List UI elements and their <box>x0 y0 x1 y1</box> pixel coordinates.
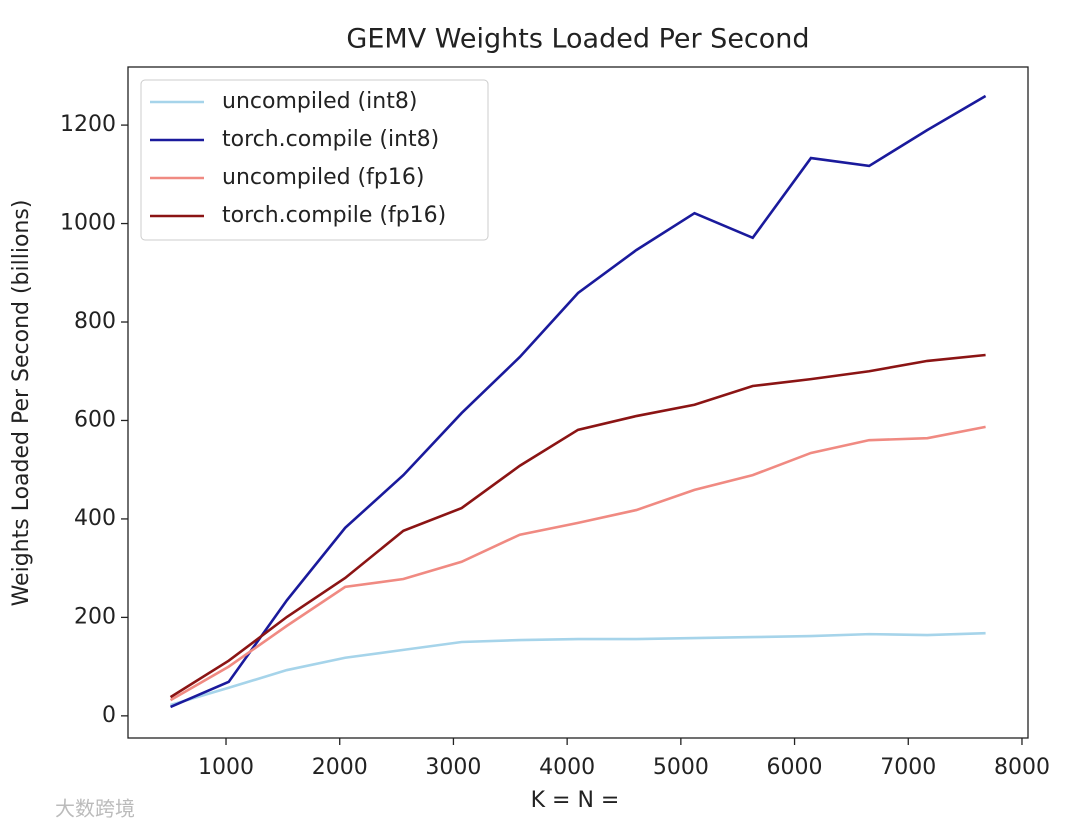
x-tick-label: 8000 <box>994 755 1050 780</box>
y-tick-label: 800 <box>74 309 116 334</box>
x-axis-label: K = N = <box>531 788 620 813</box>
y-tick-label: 200 <box>74 604 116 629</box>
x-tick-label: 2000 <box>312 755 368 780</box>
x-tick-label: 3000 <box>425 755 481 780</box>
y-tick-label: 400 <box>74 506 116 531</box>
legend-label: uncompiled (int8) <box>222 89 417 114</box>
series-line <box>169 353 986 699</box>
chart-title: GEMV Weights Loaded Per Second <box>346 24 809 55</box>
y-tick-label: 600 <box>74 407 116 432</box>
legend-label: torch.compile (fp16) <box>222 203 446 228</box>
x-tick-label: 4000 <box>539 755 595 780</box>
legend-label: torch.compile (int8) <box>222 127 439 152</box>
y-tick-label: 0 <box>102 703 116 728</box>
legend-label: uncompiled (fp16) <box>222 165 424 190</box>
y-tick-label: 1000 <box>60 211 116 236</box>
watermark: 大数跨境 <box>55 797 135 821</box>
legend-box <box>140 79 489 241</box>
series-line <box>170 94 987 709</box>
x-tick-label: 1000 <box>198 755 254 780</box>
y-tick-label: 1200 <box>60 112 116 137</box>
series-line <box>169 425 986 702</box>
series-line <box>170 631 986 707</box>
x-tick-label: 7000 <box>880 755 936 780</box>
y-axis-label: Weights Loaded Per Second (billions) <box>9 200 34 607</box>
x-tick-label: 5000 <box>653 755 709 780</box>
x-tick-label: 6000 <box>767 755 823 780</box>
plot-frame <box>127 66 1029 739</box>
